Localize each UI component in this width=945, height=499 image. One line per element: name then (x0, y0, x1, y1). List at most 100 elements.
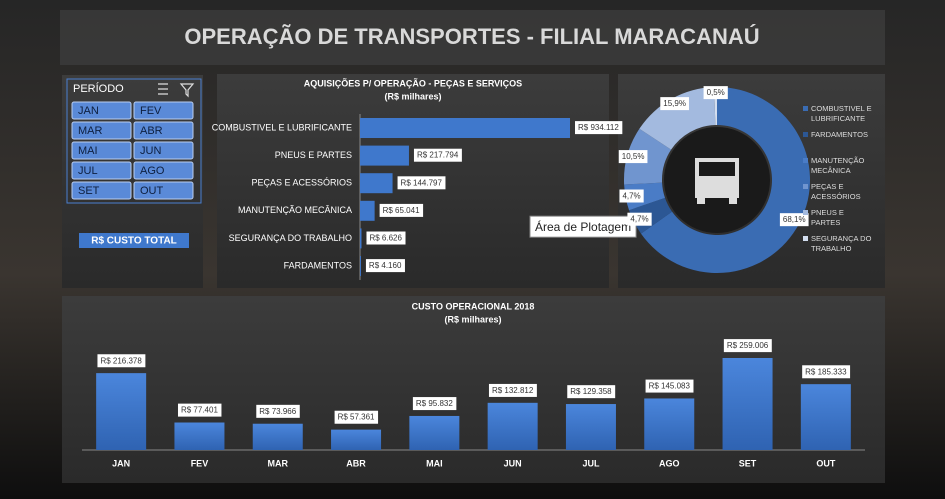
slicer-button-label: MAI (78, 145, 98, 157)
data-label-box (365, 259, 405, 273)
bar (360, 173, 393, 194)
data-label-box (660, 97, 689, 111)
slicer-icons (158, 83, 195, 98)
category-label: FARDAMENTOS (284, 260, 352, 270)
slicer-button-label: JUN (140, 145, 161, 157)
category-label: MAR (268, 458, 289, 468)
truck-icon (695, 158, 739, 204)
category-label: AGO (659, 458, 680, 468)
data-label: R$ 145.083 (649, 382, 691, 391)
bar (644, 398, 695, 450)
bar (360, 256, 361, 276)
legend-label: FARDAMENTOS (811, 130, 868, 139)
category-label: JUL (582, 458, 600, 468)
data-label-box (334, 410, 379, 424)
slicer-button[interactable] (133, 161, 194, 180)
bar (360, 118, 570, 138)
data-label: R$ 185.333 (805, 367, 847, 376)
slicer-title: PERÍODO (73, 82, 124, 95)
data-label-box (488, 383, 537, 397)
category-label: JAN (112, 458, 130, 468)
slicer-button[interactable] (71, 121, 132, 140)
donut-slice (639, 87, 716, 150)
category-label: MAI (426, 458, 443, 468)
data-label: 0,5% (707, 88, 725, 97)
slicer-button[interactable] (71, 141, 132, 160)
slicer-button-label: OUT (140, 185, 164, 197)
data-label: 15,9% (663, 99, 686, 108)
data-label: R$ 217.794 (417, 151, 459, 160)
data-label: R$ 65.041 (383, 206, 420, 215)
total-button-label: R$ CUSTO TOTAL (91, 236, 177, 247)
category-label: ABR (346, 458, 366, 468)
legend-swatch (803, 210, 808, 215)
bar (360, 145, 409, 166)
data-label: R$ 259.006 (727, 341, 769, 350)
slicer-button[interactable] (71, 181, 132, 200)
legend-swatch (803, 132, 808, 137)
legend-swatch (803, 184, 808, 189)
data-label-box (412, 397, 457, 411)
total-button[interactable] (79, 233, 189, 248)
category-label: OUT (816, 458, 836, 468)
data-label-box (618, 150, 648, 164)
bar (360, 200, 375, 221)
slicer-button-label: FEV (140, 105, 162, 117)
bar (96, 373, 147, 450)
data-label-box (97, 354, 146, 368)
bar (409, 415, 460, 450)
slicer-button[interactable] (71, 101, 132, 120)
data-label-box (256, 404, 300, 418)
legend-swatch (803, 158, 808, 163)
slicer-button[interactable] (133, 141, 194, 160)
legend-label: SEGURANÇA DO TRABALHO (811, 234, 872, 253)
legend-label: MANUTENÇÃO MECÂNICA (811, 156, 865, 175)
data-label-box (703, 86, 728, 100)
slicer-button[interactable] (133, 181, 194, 200)
tooltip-box (529, 215, 637, 238)
bar (252, 423, 303, 450)
data-label: R$ 6.626 (369, 234, 402, 243)
data-label: R$ 4.160 (369, 261, 402, 270)
data-label: R$ 144.797 (401, 178, 443, 187)
donut-slice (624, 128, 672, 185)
bar (331, 429, 382, 450)
legend-swatch (803, 106, 808, 111)
slicer-button-label: MAR (78, 125, 103, 137)
data-label-box (627, 212, 652, 226)
data-label-box (645, 379, 694, 393)
data-label-box (413, 148, 462, 162)
slicer-button-label: AGO (140, 165, 165, 177)
slicer-button[interactable] (133, 121, 194, 140)
tooltip: Área de Plotagem (535, 219, 631, 234)
data-label-box (723, 339, 772, 353)
slicer-button-label: SET (78, 185, 100, 197)
data-label: R$ 934.112 (578, 123, 619, 132)
chart-subtitle: (R$ milhares) (384, 91, 441, 101)
data-label: 68,1% (783, 215, 806, 224)
data-label-box (379, 203, 424, 217)
data-label-box (575, 121, 623, 135)
data-label-box (177, 403, 222, 417)
data-label-box (779, 213, 809, 227)
donut-slice (640, 87, 810, 273)
category-label: SET (739, 458, 757, 468)
bar (487, 402, 538, 450)
category-label: COMBUSTIVEL E LUBRIFICANTE (212, 122, 352, 132)
charts: JAN FEV MAR ABR MAI JUN JUL AGO SET OUT AQUISIÇÕES… (71, 78, 872, 468)
data-label: 4,7% (622, 192, 640, 201)
slicer-frame (66, 78, 202, 204)
data-label: 4,7% (630, 215, 648, 224)
chart-title: CUSTO OPERACIONAL 2018 (412, 301, 535, 311)
legend-swatch (803, 236, 808, 241)
slicer-button[interactable] (71, 161, 132, 180)
data-label: R$ 57.361 (338, 413, 375, 422)
page-title: OPERAÇÃO DE TRANSPORTES - FILIAL MARACAN… (184, 24, 759, 49)
category-label: MANUTENÇÃO MECÂNICA (238, 205, 352, 215)
chart-title: AQUISIÇÕES P/ OPERAÇÃO - PEÇAS E SERVIÇO… (304, 78, 522, 88)
data-label: R$ 73.966 (259, 407, 296, 416)
bar (174, 422, 225, 450)
slicer-button[interactable] (133, 101, 194, 120)
category-label: JUN (504, 458, 522, 468)
